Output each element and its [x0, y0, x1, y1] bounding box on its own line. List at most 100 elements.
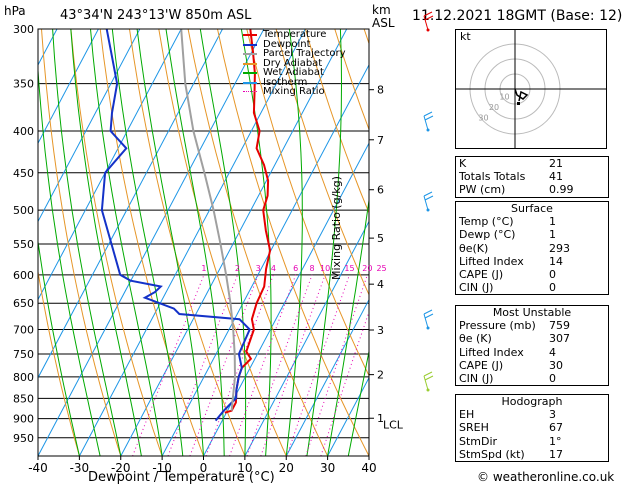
legend-label: Dewpoint	[263, 38, 311, 50]
wind-barb-icon	[423, 191, 434, 212]
x-tick-label: -40	[28, 461, 48, 475]
mixing-ratio-value-label: 1	[201, 264, 206, 273]
wet-adiabat-line	[52, 29, 122, 456]
pressure-tick-label: 900	[13, 413, 34, 426]
legend-label: Isotherm	[263, 76, 308, 88]
legend-swatch	[243, 81, 257, 84]
legend-label: Wet Adiabat	[263, 67, 324, 78]
mixing-ratio-value-label: 4	[271, 264, 276, 273]
wet-adiabat-line	[38, 238, 80, 456]
surface-table: Surface Temp (°C) 1 Dewp (°C) 1 θe(K) 293 L…	[455, 201, 609, 296]
lcl-label: LCL	[383, 419, 404, 432]
dry-adiabat-line	[41, 29, 122, 456]
x-axis-title: Dewpoint / Temperature (°C)	[88, 470, 275, 485]
wet-adiabat-line	[285, 29, 303, 456]
km-tick-label: 5	[377, 232, 384, 245]
dewpoint-line	[100, 29, 251, 422]
mixing-ratio-line	[246, 274, 313, 456]
wet-adiabat-line	[240, 29, 272, 456]
pressure-tick-label: 500	[13, 204, 34, 217]
indices-table: K 21 Totals Totals 41 PW (cm) 0.99	[455, 156, 609, 198]
storm-motion-marker	[517, 102, 520, 105]
index-row: Totals Totals 41	[459, 170, 563, 184]
km-tick-label: 3	[377, 324, 384, 337]
dry-adiabat-line	[275, 29, 369, 296]
isotherm-line	[285, 298, 369, 456]
hodograph-row: StmSpd (kt) 17	[459, 447, 563, 461]
surface-row: CAPE (J) 0	[459, 267, 556, 281]
y2-axis-title: Mixing Ratio (g/kg)	[330, 176, 343, 280]
dry-adiabat-line	[246, 29, 369, 377]
km-tick-label: 7	[377, 134, 384, 147]
isotherm-line	[38, 29, 265, 456]
hodograph-ring-label: 30	[478, 114, 488, 123]
x-tick-label: -20	[111, 461, 131, 475]
pressure-tick-label: 600	[13, 269, 34, 282]
legend-label: Dry Adiabat	[263, 57, 323, 69]
wind-barb-icon	[423, 11, 434, 32]
legend-item: Mixing Ratio	[243, 87, 361, 97]
mixing-ratio-line	[167, 274, 238, 456]
mixing-ratio-line	[286, 274, 350, 456]
legend-swatch	[243, 53, 257, 55]
wet-adiabat-line	[199, 29, 247, 456]
legend-item: Dry Adiabat	[243, 57, 361, 69]
x-tick-label: -10	[152, 461, 172, 475]
x-tick-label: 30	[320, 461, 335, 475]
isotherm-line	[78, 29, 306, 456]
mixing-ratio-line	[320, 310, 369, 456]
legend-label: Parcel Trajectory	[263, 48, 346, 59]
wet-adiabat-line	[38, 63, 101, 456]
mixing-ratio-value-label: 6	[293, 264, 298, 273]
x-tick-label: -30	[70, 461, 90, 475]
pressure-tick-label: 300	[13, 23, 34, 36]
legend-swatch	[243, 62, 257, 65]
isotherm-line	[161, 63, 369, 456]
surface-row: Lifted Index 14	[459, 254, 563, 268]
legend: Temperature Dewpoint Parcel Trajectory Dry …	[243, 30, 361, 97]
wet-adiabat-line	[90, 29, 163, 456]
mixing-ratio-value-label: 8	[310, 264, 315, 273]
surface-row: Dewp (°C) 1	[459, 228, 556, 242]
dry-adiabat-line	[187, 29, 329, 456]
hodograph-row: EH 3	[459, 408, 556, 422]
surface-row: CIN (J) 0	[459, 281, 556, 295]
copyright-footer: © weatheronline.co.uk	[477, 470, 615, 484]
wind-barb-icon	[423, 309, 434, 330]
mixing-ratio-value-label: 3	[256, 264, 261, 273]
pressure-unit-label: hPa	[4, 4, 26, 18]
x-tick-label: 20	[279, 461, 294, 475]
mixing-ratio-line	[132, 274, 205, 456]
hodograph-row: SREH 67	[459, 421, 563, 435]
pressure-tick-label: 700	[13, 324, 34, 337]
legend-swatch	[243, 43, 257, 46]
hodograph-row: StmDir 1°	[459, 434, 562, 448]
wind-barb-icon	[423, 371, 434, 392]
legend-swatch	[243, 91, 257, 92]
pressure-tick-label: 550	[13, 238, 34, 251]
isotherm-line	[38, 29, 223, 379]
legend-item: Isotherm	[243, 76, 361, 88]
pressure-tick-label: 750	[13, 348, 34, 361]
pressure-tick-label: 450	[13, 167, 34, 180]
x-tick-label: 10	[237, 461, 252, 475]
mixing-ratio-value-label: 2	[235, 264, 240, 273]
hodograph-trace	[514, 88, 529, 102]
isotherm-line	[327, 376, 369, 456]
km-label: km	[372, 3, 391, 17]
mixing-ratio-line	[229, 274, 297, 456]
dry-adiabat-line	[70, 29, 163, 456]
unstable-row: CIN (J) 0	[459, 371, 556, 385]
hodograph-table: Hodograph EH 3 SREH 67 StmDir 1° StmSpd (kt…	[455, 394, 609, 462]
unstable-row: CAPE (J) 30	[459, 358, 563, 372]
mixing-ratio-line	[305, 274, 368, 456]
legend-swatch	[243, 34, 257, 36]
unstable-row: Lifted Index 4	[459, 345, 556, 359]
hodograph-unit-label: kt	[460, 30, 471, 43]
pressure-tick-label: 800	[13, 371, 34, 384]
wind-barb-icon	[423, 111, 434, 132]
dry-adiabat-line	[304, 29, 369, 215]
legend-item: Wet Adiabat	[243, 68, 361, 78]
pressure-tick-label: 850	[13, 392, 34, 405]
